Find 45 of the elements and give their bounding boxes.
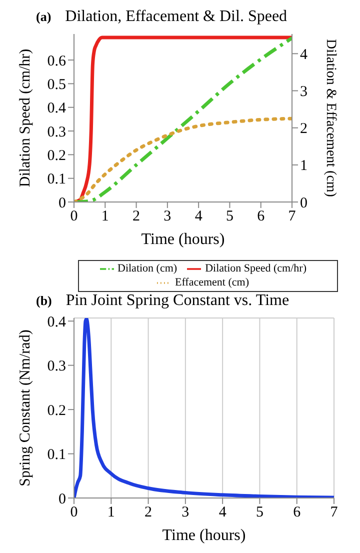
y2-tick-label: 2: [300, 121, 308, 138]
y-tick-label: 0.3: [47, 358, 66, 375]
x-tick-label: 1: [101, 208, 109, 225]
x-tick-label: 5: [256, 504, 264, 521]
y-tick-label: 0.4: [47, 314, 66, 330]
x-tick-label: 3: [164, 208, 172, 225]
x-tick-label: 4: [218, 504, 227, 521]
y-tick-label: 0.1: [47, 172, 66, 188]
x-tick-label: 4: [194, 208, 203, 225]
y-tick-label: 0.2: [47, 402, 66, 419]
chart-title: Dilation, Effacement & Dil. Speed: [65, 8, 288, 26]
y-tick-label: 0: [58, 491, 66, 508]
x-tick-label: 7: [330, 504, 338, 521]
y-tick-label: 0.3: [47, 124, 66, 140]
y-axis-title: Spring Constant (Nm/rad): [17, 330, 34, 486]
x-tick-label: 0: [70, 504, 78, 521]
y-tick-label: 0: [58, 195, 66, 212]
x-tick-label: 1: [107, 504, 115, 521]
y-tick-label: 0.4: [47, 100, 66, 117]
y-tick-label: 0.6: [47, 53, 66, 70]
y-tick-label: 0.1: [47, 447, 66, 464]
x-tick-label: 6: [257, 208, 266, 225]
x-tick-label: 0: [70, 208, 78, 225]
legend-label: Dilation Speed (cm/hr): [205, 262, 306, 275]
y-axis-title: Dilation Speed (cm/hr): [17, 48, 34, 188]
y2-axis-title: Dilation & Effacement (cm): [323, 39, 338, 198]
x-tick-label: 3: [182, 504, 190, 521]
chart-title: Pin Joint Spring Constant vs. Time: [66, 292, 290, 310]
y2-tick-label: 4: [300, 46, 308, 63]
x-axis-title: Time (hours): [141, 231, 225, 248]
x-tick-label: 6: [293, 504, 302, 521]
y2-tick-label: 1: [300, 158, 308, 174]
legend-label: Effacement (cm): [174, 276, 249, 289]
y2-tick-label: 3: [300, 84, 308, 100]
legend-label: Dilation (cm): [118, 262, 178, 275]
y2-tick-label: 0: [300, 195, 308, 212]
y-tick-label: 0.2: [47, 148, 66, 164]
text: (b): [36, 293, 52, 309]
x-axis-title: Time (hours): [162, 527, 246, 544]
x-tick-label: 2: [132, 208, 140, 225]
x-tick-label: 7: [288, 208, 296, 225]
y-tick-label: 0.5: [47, 77, 66, 94]
x-tick-label: 2: [144, 504, 152, 521]
text: (a): [36, 9, 52, 25]
x-tick-label: 5: [226, 208, 234, 225]
